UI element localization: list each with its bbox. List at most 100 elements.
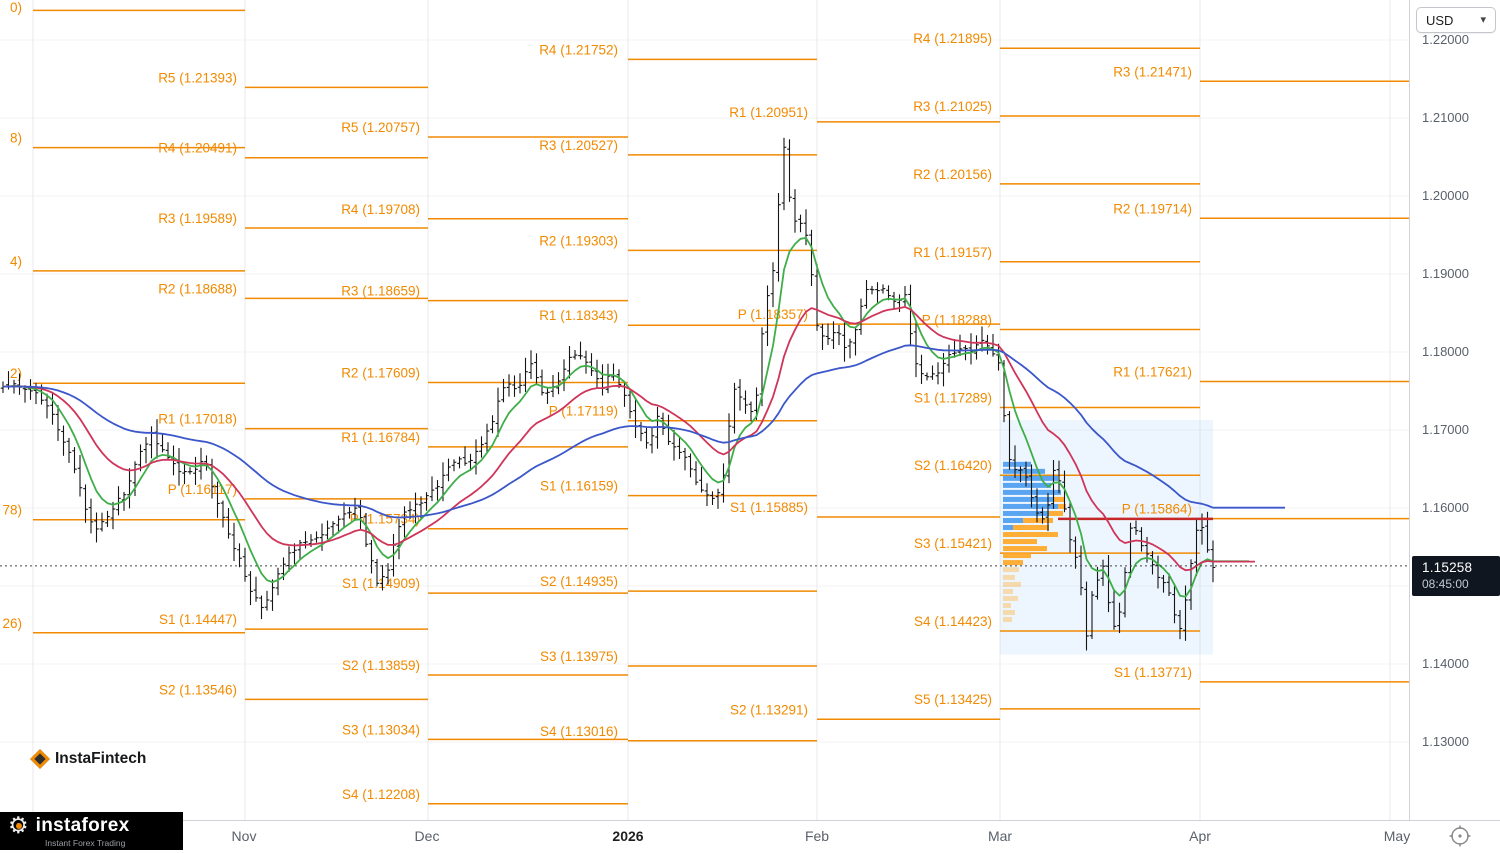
instafintech-watermark-text: InstaFintech <box>55 750 147 767</box>
ohlc-bar <box>913 320 919 378</box>
instafintech-logo-icon <box>30 749 50 769</box>
ohlc-bar <box>798 214 803 233</box>
ohlc-bar <box>66 437 72 463</box>
ohlc-bar <box>715 488 721 509</box>
ohlc-bar <box>809 229 814 287</box>
time-axis-label: Feb <box>804 828 830 844</box>
ohlc-bar <box>545 387 550 404</box>
ohlc-bar <box>842 320 847 362</box>
profile-bar-orange-faded <box>1003 617 1012 623</box>
ohlc-bar <box>517 373 523 394</box>
ohlc-bar <box>1056 460 1062 494</box>
ohlc-bar <box>1095 566 1100 600</box>
profile-bar-orange <box>1013 525 1049 530</box>
highlight-region <box>1000 419 1213 655</box>
ohlc-bar <box>770 262 776 308</box>
ohlc-bar <box>523 357 528 392</box>
ohlc-bar <box>699 466 704 493</box>
ohlc-bar <box>462 446 468 466</box>
ohlc-bar <box>853 326 858 356</box>
time-axis[interactable]: Nov Dec 2026 Feb Mar Apr May <box>0 820 1500 850</box>
ohlc-bar <box>781 137 787 211</box>
chevron-down-icon: ▾ <box>1480 13 1486 26</box>
ohlc-bar <box>292 543 297 565</box>
pivot-label-apr: S1 (1.13771) <box>1114 665 1192 680</box>
ohlc-bar <box>726 413 732 484</box>
ohlc-bar <box>682 447 688 471</box>
pivot-label-dec: R3 (1.18659) <box>341 284 420 299</box>
gear-icon: ⚙ <box>8 814 29 837</box>
pivot-label-nov: R5 (1.21393) <box>158 70 237 85</box>
ohlc-bar <box>1166 573 1172 597</box>
time-axis-label: Dec <box>414 828 440 844</box>
pivot-label-mar: R4 (1.21895) <box>913 31 992 46</box>
pivot-label-nov: R3 (1.19589) <box>158 211 237 226</box>
pivot-label-apr: R2 (1.19714) <box>1113 201 1192 216</box>
ohlc-bar <box>253 576 259 602</box>
ohlc-bar <box>341 502 347 529</box>
ohlc-bar <box>880 284 886 294</box>
ma-line-slow <box>3 344 1285 519</box>
ohlc-bar <box>369 539 374 574</box>
pivot-label-dec: S4 (1.12208) <box>342 787 420 802</box>
profile-bar-blue <box>1003 482 1051 488</box>
pivot-label-dec: S3 (1.13034) <box>342 722 420 737</box>
pivot-label-dec: R5 (1.20757) <box>341 120 420 135</box>
currency-selector[interactable]: USD ▾ <box>1416 7 1496 33</box>
profile-bar-orange <box>1023 517 1053 523</box>
price-axis-label: 1.19000 <box>1422 266 1469 281</box>
ohlc-bar <box>264 590 270 611</box>
ohlc-bar <box>490 415 495 434</box>
time-axis-label: 2026 <box>612 828 644 844</box>
ohlc-bar <box>237 543 242 568</box>
pivot-label-nov: P (1.16117) <box>168 482 237 497</box>
profile-bar-orange <box>1003 539 1037 545</box>
ohlc-bar <box>512 375 517 397</box>
ohlc-bar <box>589 353 594 377</box>
price-axis-panel[interactable]: 1.22000 1.21000 1.20000 1.19000 1.18000 1.170… <box>1410 0 1500 820</box>
ohlc-bar <box>429 476 435 502</box>
pivot-label-apr: R1 (1.17621) <box>1113 365 1192 380</box>
price-chart[interactable]: 0) 8) 4) 2) 78) 26) R5 (1.21393) R4 (1.20491) R3… <box>0 0 1410 820</box>
price-axis-label: 1.13000 <box>1422 734 1469 749</box>
ohlc-bar <box>457 456 462 469</box>
ohlc-bar <box>495 387 501 437</box>
time-axis-label: May <box>1383 828 1411 844</box>
pivot-label-oct-partial: 2) <box>10 366 22 381</box>
pivot-label-jan: S4 (1.13016) <box>540 724 618 739</box>
current-price-badge: 1.15258 08:45:00 <box>1412 555 1500 596</box>
ohlc-bar <box>215 481 220 518</box>
instafintech-watermark: InstaFintech <box>30 749 147 769</box>
pivot-label-mar: S3 (1.15421) <box>914 536 992 551</box>
ohlc-bar <box>424 492 429 511</box>
ohlc-bar <box>165 442 171 461</box>
time-axis-label: Apr <box>1189 828 1211 844</box>
ohlc-bar <box>671 429 677 461</box>
profile-bar-orange-faded <box>1003 588 1013 594</box>
ohlc-bar <box>473 439 479 475</box>
ohlc-bar <box>127 468 132 509</box>
ohlc-bar <box>1045 493 1051 532</box>
ohlc-bar <box>825 323 831 345</box>
ohlc-bar <box>1034 488 1040 523</box>
pivot-label-oct-partial: 8) <box>10 131 22 146</box>
ohlc-bar <box>1139 527 1144 552</box>
ohlc-bar <box>627 390 633 419</box>
profile-bar-orange-faded <box>1003 567 1019 573</box>
ohlc-bar <box>1078 545 1084 596</box>
ohlc-bar <box>99 512 105 532</box>
ohlc-bar <box>875 282 880 303</box>
ohlc-bar <box>363 512 369 548</box>
profile-bar-blue <box>1003 496 1053 502</box>
ohlc-bar <box>1183 585 1188 641</box>
ohlc-bar <box>1128 522 1133 578</box>
ohlc-bar <box>902 286 908 308</box>
profile-bar-orange <box>1003 546 1047 552</box>
ohlc-bar <box>594 359 600 389</box>
ohlc-bar <box>88 498 94 534</box>
ohlc-bar <box>1089 591 1095 639</box>
ohlc-bar <box>259 595 264 620</box>
crosshair-icon[interactable] <box>1448 824 1472 848</box>
pivot-label-nov: S1 (1.14447) <box>159 612 237 627</box>
ohlc-bar <box>297 539 303 560</box>
